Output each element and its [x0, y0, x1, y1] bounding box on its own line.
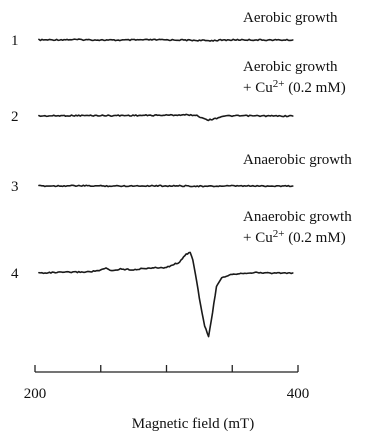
series-label-2-line-2: + Cu2+ (0.2 mM)	[243, 78, 346, 96]
series-label-3-line-1: Anaerobic growth	[243, 152, 352, 168]
series-number-2: 2	[11, 109, 19, 125]
series-label-4-line-1: Anaerobic growth	[243, 209, 352, 225]
series-label-2-line-1: Aerobic growth	[243, 59, 338, 75]
spectrum-trace-4	[38, 251, 294, 338]
series-number-3: 3	[11, 179, 19, 195]
x-tick-label-200: 200	[24, 386, 47, 402]
spectrum-trace-1	[38, 38, 294, 42]
series-label-4-line-2: + Cu2+ (0.2 mM)	[243, 228, 346, 246]
x-axis-label: Magnetic field (mT)	[132, 416, 254, 432]
spectrum-trace-3	[38, 184, 294, 188]
spectra-group	[38, 38, 294, 338]
series-number-1: 1	[11, 33, 19, 49]
series-labels-group: 1 Aerobic growth 2 Aerobic growth + Cu2+ (0.…	[11, 10, 352, 282]
series-number-4: 4	[11, 266, 19, 282]
series-label-1-line-1: Aerobic growth	[243, 10, 338, 26]
spectrum-trace-2	[38, 113, 294, 122]
x-axis: 200 400	[24, 365, 310, 402]
x-tick-label-400: 400	[287, 386, 310, 402]
